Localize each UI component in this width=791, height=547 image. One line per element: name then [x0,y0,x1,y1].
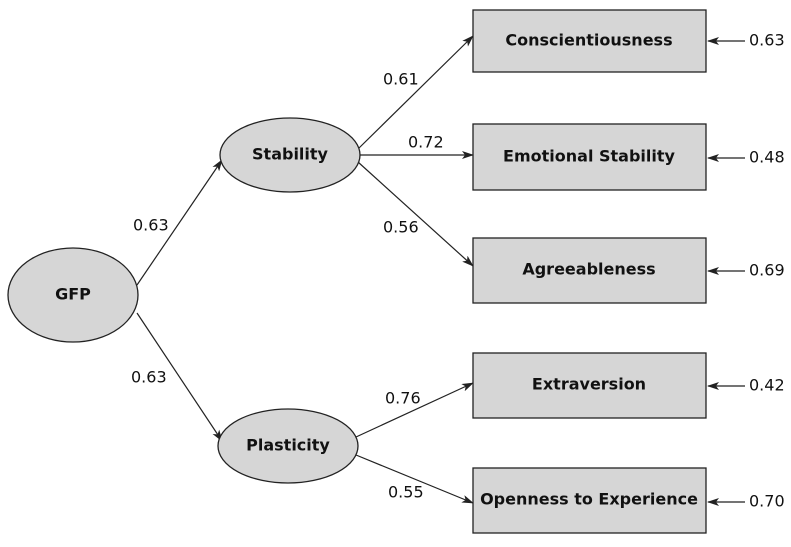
edge [357,35,474,150]
edge-label: 0.56 [383,218,419,237]
edge [355,382,474,438]
latent-node [219,117,361,193]
edge [355,454,474,504]
node-label: Conscientiousness [505,31,672,50]
node-label: Plasticity [246,436,330,455]
edge-label: 0.61 [383,70,419,89]
residual-label: 0.48 [749,148,785,167]
edge [357,161,474,267]
residual-label: 0.70 [749,492,785,511]
edge-label: 0.63 [133,216,169,235]
residual-label: 0.69 [749,261,785,280]
edge-label: 0.63 [131,368,167,387]
residual-label: 0.63 [749,31,785,50]
residual-label: 0.42 [749,376,785,395]
observed-node [472,467,707,534]
node-label: Extraversion [532,375,646,394]
edge [136,312,223,442]
observed-node [472,237,707,304]
edge-label: 0.76 [385,389,421,408]
edge [136,159,223,286]
latent-node [7,247,139,343]
node-label: GFP [55,285,91,304]
edge-label: 0.55 [388,483,424,502]
node-label: Emotional Stability [503,147,675,166]
observed-node [472,9,707,73]
edge-label: 0.72 [408,133,444,152]
node-label: Agreeableness [522,260,655,279]
node-label: Stability [252,145,329,164]
node-label: Openness to Experience [480,490,698,509]
observed-node [472,123,707,191]
observed-node [472,352,707,419]
latent-node [217,408,359,484]
